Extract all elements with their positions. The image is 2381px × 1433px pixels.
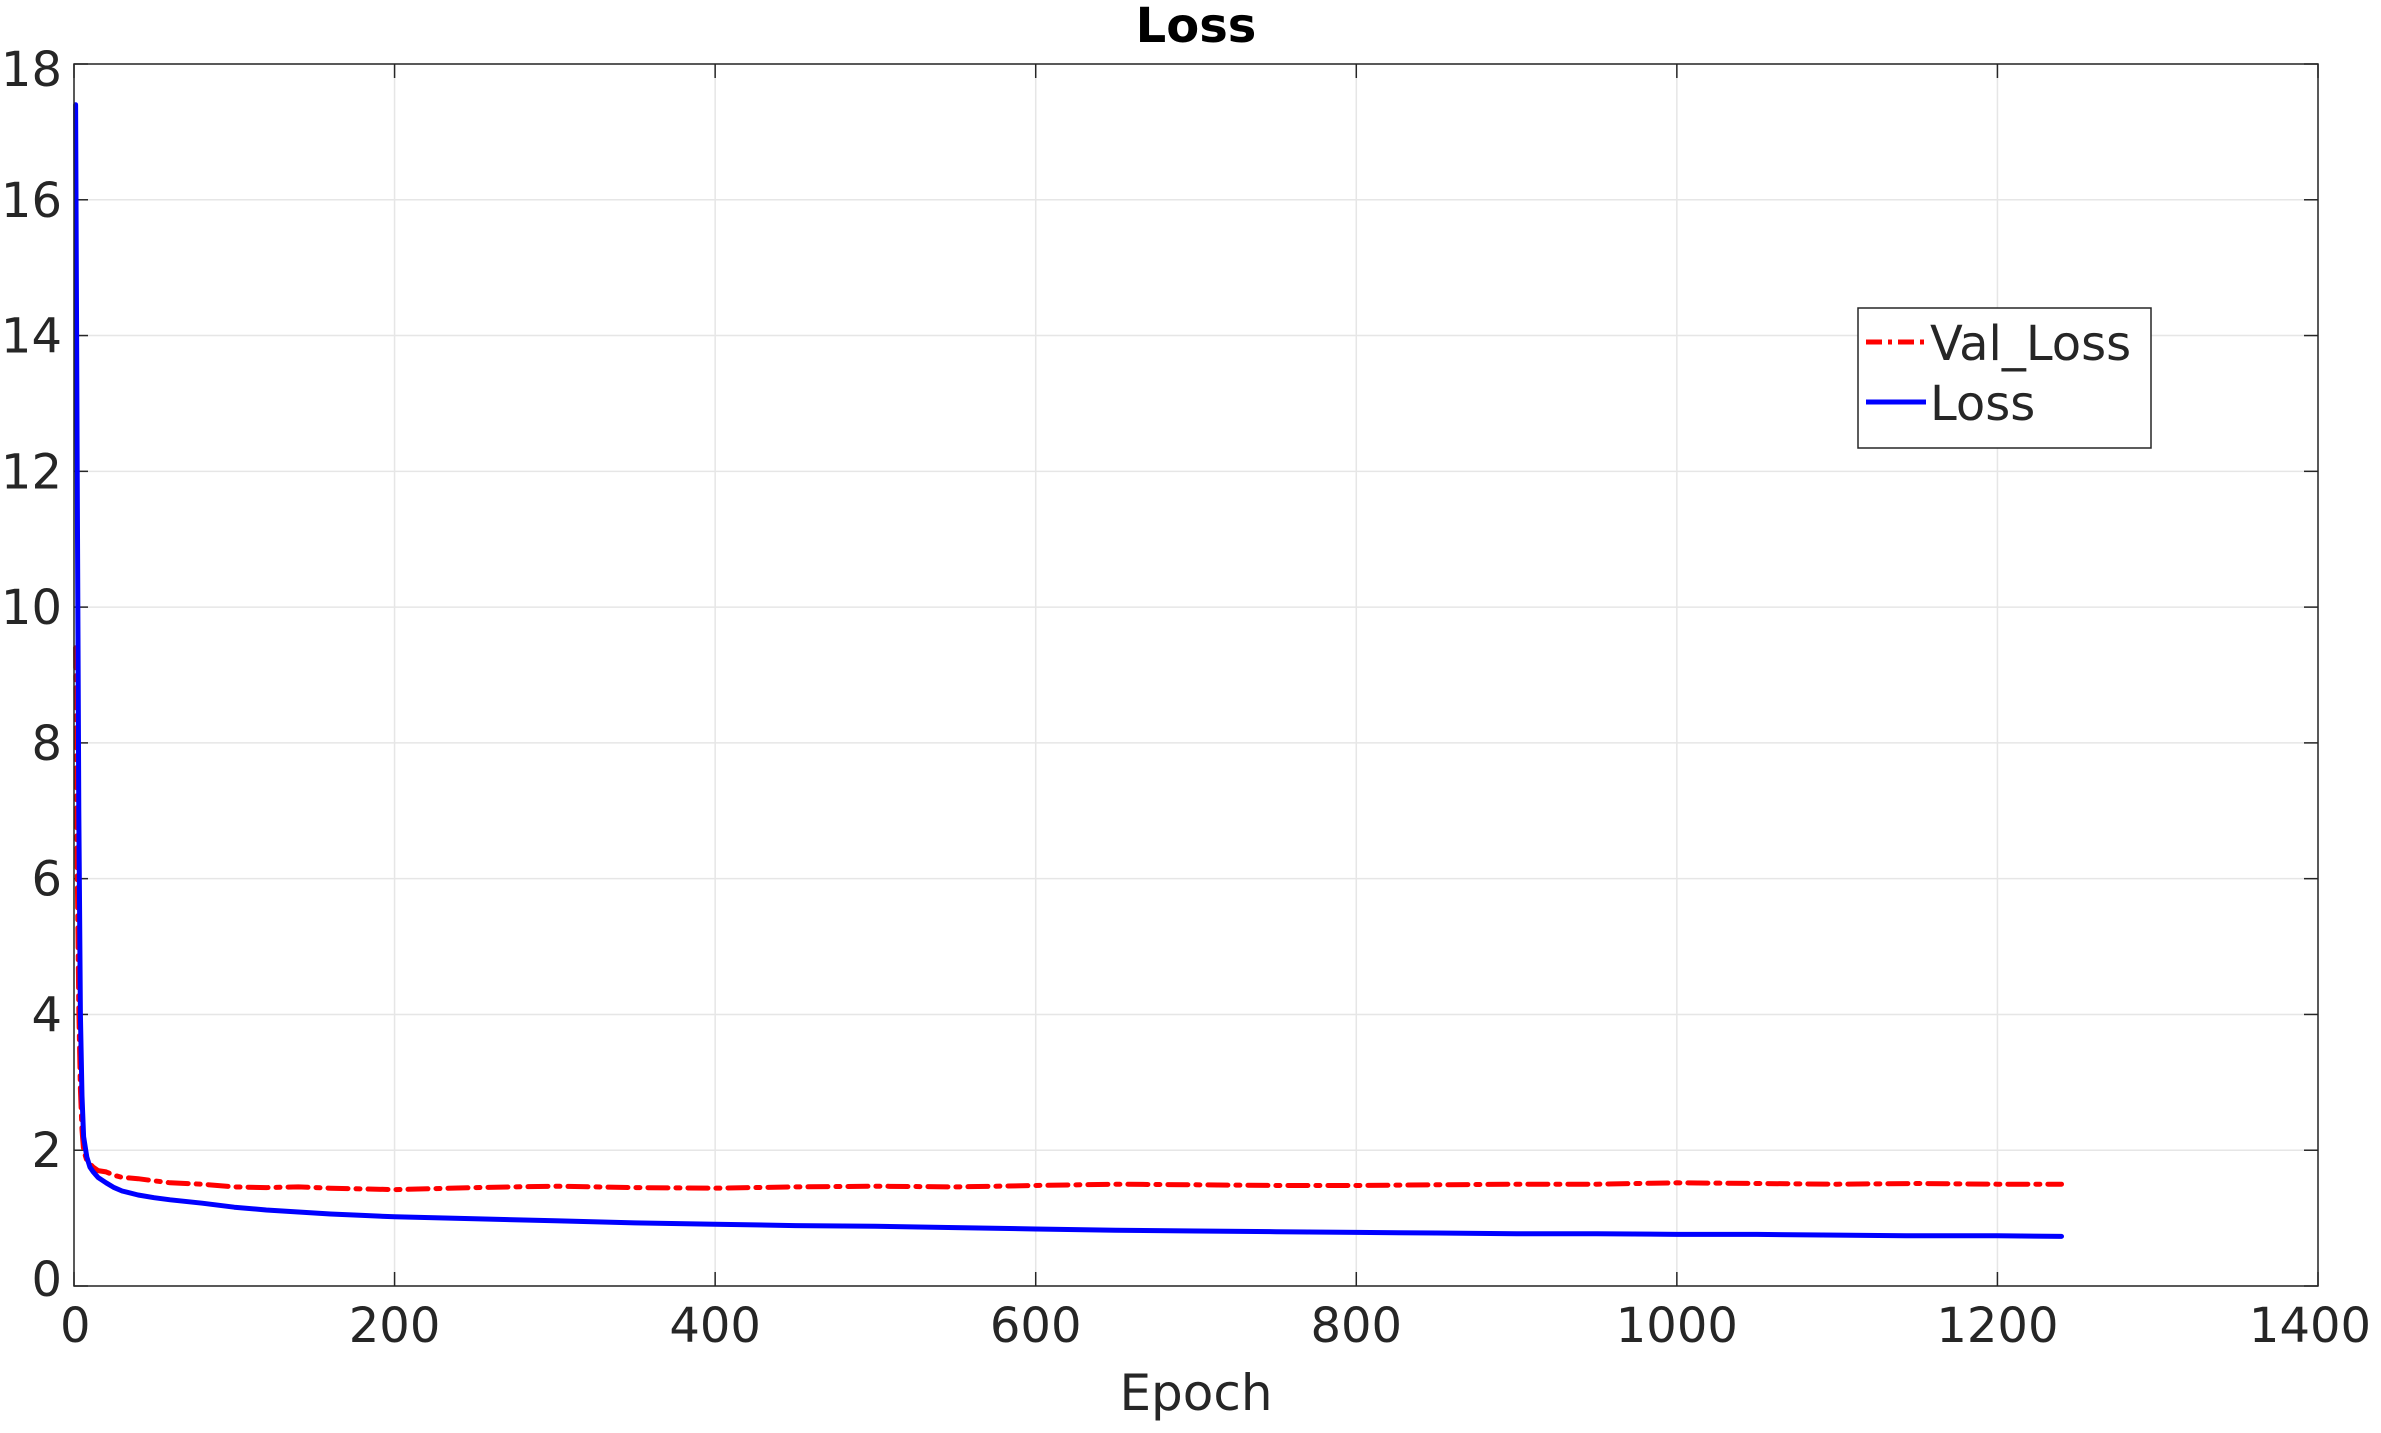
legend-label: Val_Loss	[1930, 316, 2131, 372]
y-tick-label: 8	[31, 716, 62, 772]
chart-title: Loss	[1136, 0, 1257, 54]
x-tick-label: 400	[669, 1298, 761, 1354]
axes-box	[73, 63, 2319, 1287]
y-tick-label: 4	[31, 987, 62, 1043]
y-tick-label: 16	[1, 173, 62, 229]
series-line-loss	[73, 102, 2064, 1239]
x-tick-label: 0	[60, 1298, 91, 1354]
y-tick-label: 10	[1, 580, 62, 636]
x-tick-label: 1200	[1936, 1298, 2058, 1354]
y-tick-label: 2	[31, 1123, 62, 1179]
y-tick-label: 6	[31, 852, 62, 908]
x-axis-label: Epoch	[1119, 1364, 1272, 1422]
x-tick-label: 800	[1310, 1298, 1402, 1354]
label-layer: 0 200 400 600 800 1000 1200 1400 0 2 4 6 8 10 12 14 16 18	[1, 42, 2371, 1354]
legend-label: Loss	[1930, 376, 2035, 432]
x-tick-label: 1000	[1616, 1298, 1738, 1354]
y-tick-label: 0	[31, 1252, 62, 1308]
x-tick-label: 1400	[2249, 1298, 2371, 1354]
y-tick-label: 18	[1, 42, 62, 98]
y-tick-label: 14	[1, 309, 62, 365]
y-tick-label: 12	[1, 444, 62, 500]
x-tick-label: 600	[990, 1298, 1082, 1354]
x-tick-label: 200	[349, 1298, 441, 1354]
series-layer	[73, 102, 2064, 1239]
legend-box	[1857, 307, 2152, 449]
